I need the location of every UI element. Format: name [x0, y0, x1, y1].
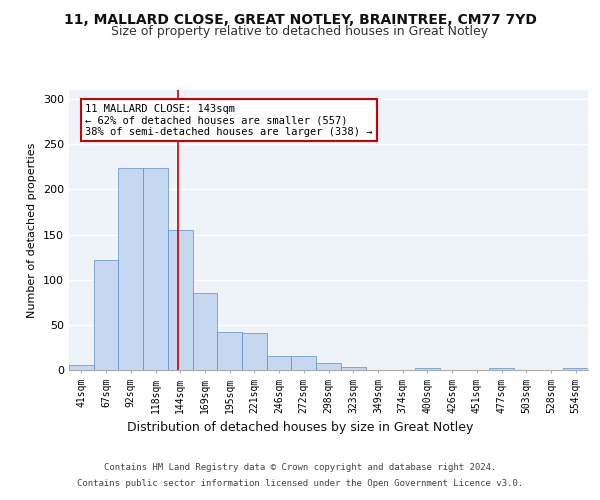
Text: 11 MALLARD CLOSE: 143sqm
← 62% of detached houses are smaller (557)
38% of semi-: 11 MALLARD CLOSE: 143sqm ← 62% of detach…	[85, 104, 373, 136]
Y-axis label: Number of detached properties: Number of detached properties	[28, 142, 37, 318]
Bar	[217, 332, 242, 370]
Bar	[143, 168, 168, 370]
Text: Contains public sector information licensed under the Open Government Licence v3: Contains public sector information licen…	[77, 480, 523, 488]
Bar	[69, 364, 94, 370]
Bar	[341, 368, 365, 370]
Bar	[94, 260, 118, 370]
Bar	[118, 168, 143, 370]
Bar	[267, 356, 292, 370]
Text: Size of property relative to detached houses in Great Notley: Size of property relative to detached ho…	[112, 25, 488, 38]
Bar	[415, 368, 440, 370]
Bar	[292, 356, 316, 370]
Bar	[316, 363, 341, 370]
Text: 11, MALLARD CLOSE, GREAT NOTLEY, BRAINTREE, CM77 7YD: 11, MALLARD CLOSE, GREAT NOTLEY, BRAINTR…	[64, 12, 536, 26]
Text: Distribution of detached houses by size in Great Notley: Distribution of detached houses by size …	[127, 421, 473, 434]
Text: Contains HM Land Registry data © Crown copyright and database right 2024.: Contains HM Land Registry data © Crown c…	[104, 463, 496, 472]
Bar	[489, 368, 514, 370]
Bar	[242, 333, 267, 370]
Bar	[168, 230, 193, 370]
Bar	[193, 293, 217, 370]
Bar	[563, 368, 588, 370]
